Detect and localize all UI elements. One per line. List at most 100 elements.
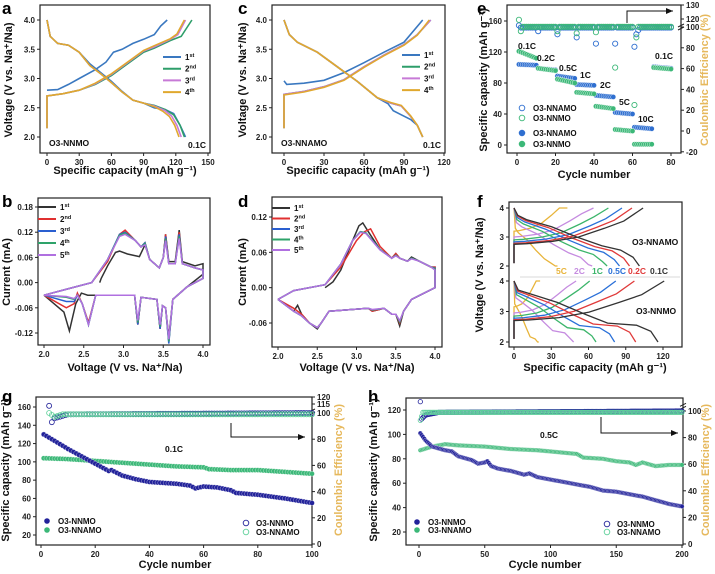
y-tick-label: -0.06 — [15, 304, 34, 313]
legend-number: 1 — [60, 203, 65, 212]
panel-letter: b — [2, 192, 12, 211]
point-ce-o3-nnmo — [633, 34, 640, 41]
point-ce-o3-nnamo — [208, 411, 215, 418]
y2-axis-title: Coulombic Efficiency (%) — [700, 404, 712, 536]
point-ce-o3-nnamo — [298, 411, 305, 418]
point-ce-o3-nnmo — [525, 23, 532, 30]
y2-tick-label: 0 — [686, 127, 691, 136]
point-ce-o3-nnamo — [631, 43, 638, 50]
point-ce-o3-nnmo — [625, 23, 632, 30]
point-ce-o3-nnmo — [579, 23, 586, 30]
curve-o3-nnamo-0.5C-charge — [513, 207, 623, 264]
legend-marker — [242, 519, 250, 527]
legend-number: 4 — [294, 236, 299, 245]
panel-letter: g — [2, 387, 12, 406]
rate-label: 0.1C — [423, 140, 441, 150]
rate-label: 0.2C — [537, 53, 555, 63]
curve-o3-nnmo-0.1C-discharge — [513, 280, 659, 343]
point-ce-o3-nnamo — [184, 411, 191, 418]
point-ce-o3-nnamo — [181, 411, 188, 418]
point-ce-o3-nnmo — [581, 23, 588, 30]
point-ce-o3-nnmo — [417, 399, 423, 405]
point-ce-o3-nnamo — [192, 411, 199, 418]
point-ce-o3-nnamo — [116, 411, 123, 418]
point-ce-o3-nnamo — [219, 411, 226, 418]
point-ce-o3-nnmo — [565, 23, 573, 30]
x-tick-label: 120 — [656, 352, 670, 361]
y-axis-title: Voltage (V vs. Na⁺/Na) — [3, 22, 15, 137]
legend-ordinal-suffix: th — [189, 88, 195, 94]
x-tick-label: 120 — [169, 158, 183, 167]
point-ce-o3-nnmo — [589, 23, 596, 30]
point-ce-o3-nnamo — [151, 411, 158, 418]
point-ce-o3-nnamo — [279, 411, 286, 418]
rate-label: 0.5C — [608, 266, 626, 276]
x-axis-title: Voltage (V vs. Na⁺/Na) — [299, 362, 414, 374]
rate-label: 0.1C — [518, 41, 536, 51]
arrow-head-icon — [666, 8, 673, 14]
point-ce-o3-nnamo — [100, 411, 107, 418]
point-ce-o3-nnamo — [160, 411, 166, 418]
curve-o3-nnmo-0.2C-charge — [513, 280, 635, 339]
point-ce-o3-nnamo — [257, 411, 264, 418]
legend-ordinal-suffix: th — [64, 239, 70, 245]
point-ce-o3-nnamo — [265, 411, 272, 418]
point-ce-o3-nnmo — [639, 23, 646, 30]
point-ce-o3-nnmo — [523, 23, 530, 30]
point-ce-o3-nnamo — [238, 411, 245, 418]
y-tick-label: 20 — [22, 531, 31, 540]
point-ce-o3-nnamo — [86, 411, 93, 418]
point-ce-o3-nnamo — [130, 411, 137, 418]
y2-tick-label: 80 — [688, 434, 697, 443]
point-ce-o3-nnmo — [606, 23, 613, 30]
x-tick-label: 0 — [512, 352, 517, 361]
point-ce-o3-nnamo — [97, 411, 104, 418]
point-ce-o3-nnmo — [548, 23, 555, 30]
x-tick-label: 2.5 — [78, 350, 90, 359]
panel-d: d 2.0 2.5 3.0 3.5 4.0 -0.06 0.00 0.06 0.12 Voltage… — [237, 192, 443, 374]
point-ce-o3-nnmo — [567, 23, 574, 30]
point-ce-o3-nnamo — [57, 412, 63, 419]
legend-label: 3rd — [294, 225, 304, 234]
legend-ordinal-suffix: rd — [428, 74, 434, 80]
legend-label: 3rd — [60, 227, 70, 236]
legend-number: 3 — [60, 227, 65, 236]
x-tick-label: 40 — [145, 550, 154, 559]
y2-tick-label: 130 — [686, 1, 700, 10]
point-ce-o3-nnmo — [573, 30, 580, 37]
point-ce-o3-nnamo — [119, 411, 126, 418]
point-ce-o3-nnmo — [662, 23, 669, 30]
legend-marker — [44, 518, 50, 524]
rate-label: 10C — [638, 114, 654, 124]
point-ce-o3-nnmo — [590, 23, 598, 30]
curve-o3-nnmo-1C-charge — [513, 280, 591, 339]
point-ce-o3-nnamo — [70, 411, 77, 418]
point-ce-o3-nnmo — [585, 23, 592, 30]
x-tick-label: 0 — [39, 550, 44, 559]
point-capacity-o3-nnmo — [668, 66, 674, 72]
point-ce-o3-nnamo — [81, 411, 88, 418]
point-ce-o3-nnamo — [189, 411, 196, 418]
plot-frame — [508, 201, 683, 348]
y-axis-title: Specific capacity (mAh g⁻¹) — [478, 8, 490, 152]
curve-cycle-1-discharge — [46, 19, 187, 138]
x-tick-label: 2.0 — [272, 352, 284, 361]
point-ce-o3-nnamo — [306, 411, 313, 418]
y-tick-label: 120 — [388, 406, 402, 415]
x-axis-title: Cycle number — [139, 559, 212, 571]
y-tick-label: 3 — [500, 233, 505, 242]
legend-ordinal-suffix: st — [298, 204, 303, 210]
rate-label: 2C — [600, 80, 611, 90]
legend-label: 2nd — [60, 215, 71, 224]
point-ce-o3-nnmo — [650, 23, 657, 30]
point-ce-o3-nnmo — [529, 23, 536, 30]
legend-marker — [603, 528, 611, 536]
point-capacity-o3-nnmo — [533, 55, 540, 62]
curve-o3-nnamo-5C-discharge — [513, 207, 558, 267]
x-tick-label: 3.0 — [351, 352, 363, 361]
legend-number: 3 — [424, 74, 429, 83]
y-tick-label: 40 — [392, 504, 401, 513]
point-ce-o3-nnamo — [554, 31, 561, 38]
curve-cycle-1-charge — [46, 19, 168, 91]
legend-label: 2nd — [185, 65, 196, 74]
